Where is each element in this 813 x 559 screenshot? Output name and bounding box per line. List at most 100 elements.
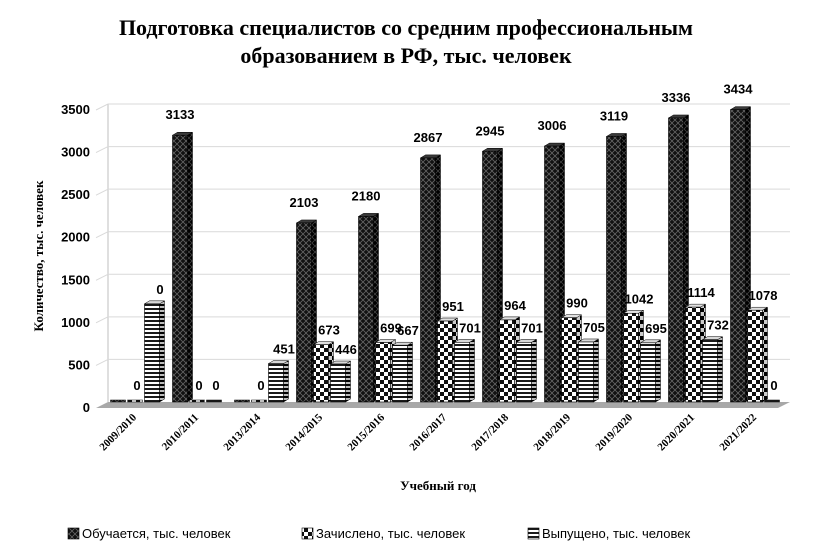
bar-studying [234,399,250,403]
bar-graduated [206,399,222,403]
x-tick-label: 2010/2011 [160,412,201,453]
bars [110,106,780,403]
data-label: 1114 [687,285,715,300]
y-tick-label: 500 [68,357,90,372]
gridline-side [95,188,109,196]
legend-swatch [301,527,314,540]
data-label: 673 [318,323,340,338]
gridline-side [95,358,109,366]
data-label: 701 [459,320,481,335]
x-tick-label: 2018/2019 [531,411,573,453]
legend-label: Выпущено, тыс. человек [542,526,691,541]
x-axis-label: Учебный год [400,478,476,493]
data-label: 1078 [749,288,778,303]
data-label: 2867 [414,130,443,145]
x-tick-label: 2013/2014 [221,411,263,453]
chart-title-line: образованием в РФ, тыс. человек [240,43,572,68]
x-tick-label: 2019/2020 [593,411,635,453]
data-label: 0 [156,282,163,297]
y-tick-label: 3500 [61,102,90,117]
data-label: 951 [442,299,464,314]
legend-swatch [67,527,80,540]
x-tick-label: 2017/2018 [469,411,511,453]
y-axis-label: Количество, тыс. человек [31,180,46,331]
data-label: 446 [335,342,357,357]
data-label: 667 [397,323,419,338]
data-label: 701 [521,320,543,335]
gridline-side [95,316,109,324]
x-tick-label: 2015/2016 [345,411,387,453]
chart-title-line: Подготовка специалистов со средним профе… [119,15,693,40]
legend-label: Обучается, тыс. человек [82,526,231,541]
data-label: 451 [273,342,295,357]
legend-item: Обучается, тыс. человек [67,526,231,541]
bar-graduated [577,338,600,403]
y-tick-label: 1000 [61,315,90,330]
data-label: 3133 [166,107,195,122]
y-tick-label: 3000 [61,145,90,160]
gridline-side [95,231,109,239]
data-label: 3336 [662,90,691,105]
y-tick-label: 2500 [61,187,90,202]
x-tick-label: 2020/2021 [655,412,697,454]
data-label: 964 [504,298,526,313]
data-label: 3119 [600,108,628,123]
bar-graduated [391,341,414,403]
gridline-side [95,103,109,111]
bar-studying [667,114,690,403]
data-label: 0 [257,378,264,393]
data-label: 1042 [625,291,654,306]
bar-enrolled [189,399,205,403]
bar-graduated [453,338,476,403]
x-tick-label: 2014/2015 [283,411,325,453]
plot-floor [96,402,790,408]
bar-graduated [701,336,724,403]
data-label: 2103 [290,195,319,210]
x-tick-label: 2009/2010 [97,411,139,453]
data-label: 732 [707,318,729,333]
data-label: 705 [583,320,605,335]
bar-graduated [267,360,290,403]
gridline-side [95,146,109,154]
x-tick-label: 2016/2017 [407,411,449,453]
floor-plane [96,402,790,408]
bar-studying [171,131,194,403]
bar-graduated [515,338,538,403]
bar-graduated [143,300,166,403]
legend-label: Зачислено, тыс. человек [316,526,465,541]
bar-studying [110,399,126,403]
data-label: 0 [195,378,202,393]
bar-graduated [764,399,780,403]
bar-enrolled [560,314,583,403]
x-tick-label: 2021/2022 [717,411,759,453]
data-label: 3006 [538,118,567,133]
y-tick-label: 2000 [61,230,90,245]
chart-title: Подготовка специалистов со средним профе… [119,15,693,68]
legend: Обучается, тыс. человек Зачислено, тыс. ч… [67,526,691,541]
data-label: 0 [133,378,140,393]
data-label: 990 [566,296,588,311]
legend-item: Зачислено, тыс. человек [301,526,465,541]
y-axis-ticks: 0 500 1000 1500 2000 2500 3000 3500 [61,102,90,415]
data-label: 3434 [724,82,754,97]
y-tick-label: 1500 [61,272,90,287]
data-label: 0 [212,378,219,393]
gridline-side [95,273,109,281]
legend-item: Выпущено, тыс. человек [527,526,691,541]
data-label: 0 [770,378,777,393]
x-axis-ticks: 2009/2010 2010/2011 2013/2014 2014/2015 2015… [97,411,759,453]
data-label: 2180 [352,188,381,203]
bar-enrolled [251,399,267,403]
bar-studying [481,147,504,403]
data-label: 2945 [476,123,505,138]
y-tick-label: 0 [83,400,90,415]
data-label: 695 [645,321,667,336]
legend-swatch [527,527,540,540]
bar-enrolled [746,306,769,403]
bar-graduated [329,360,352,403]
data-label: 699 [380,320,402,335]
bar-enrolled [127,399,143,403]
bar-graduated [639,339,662,403]
